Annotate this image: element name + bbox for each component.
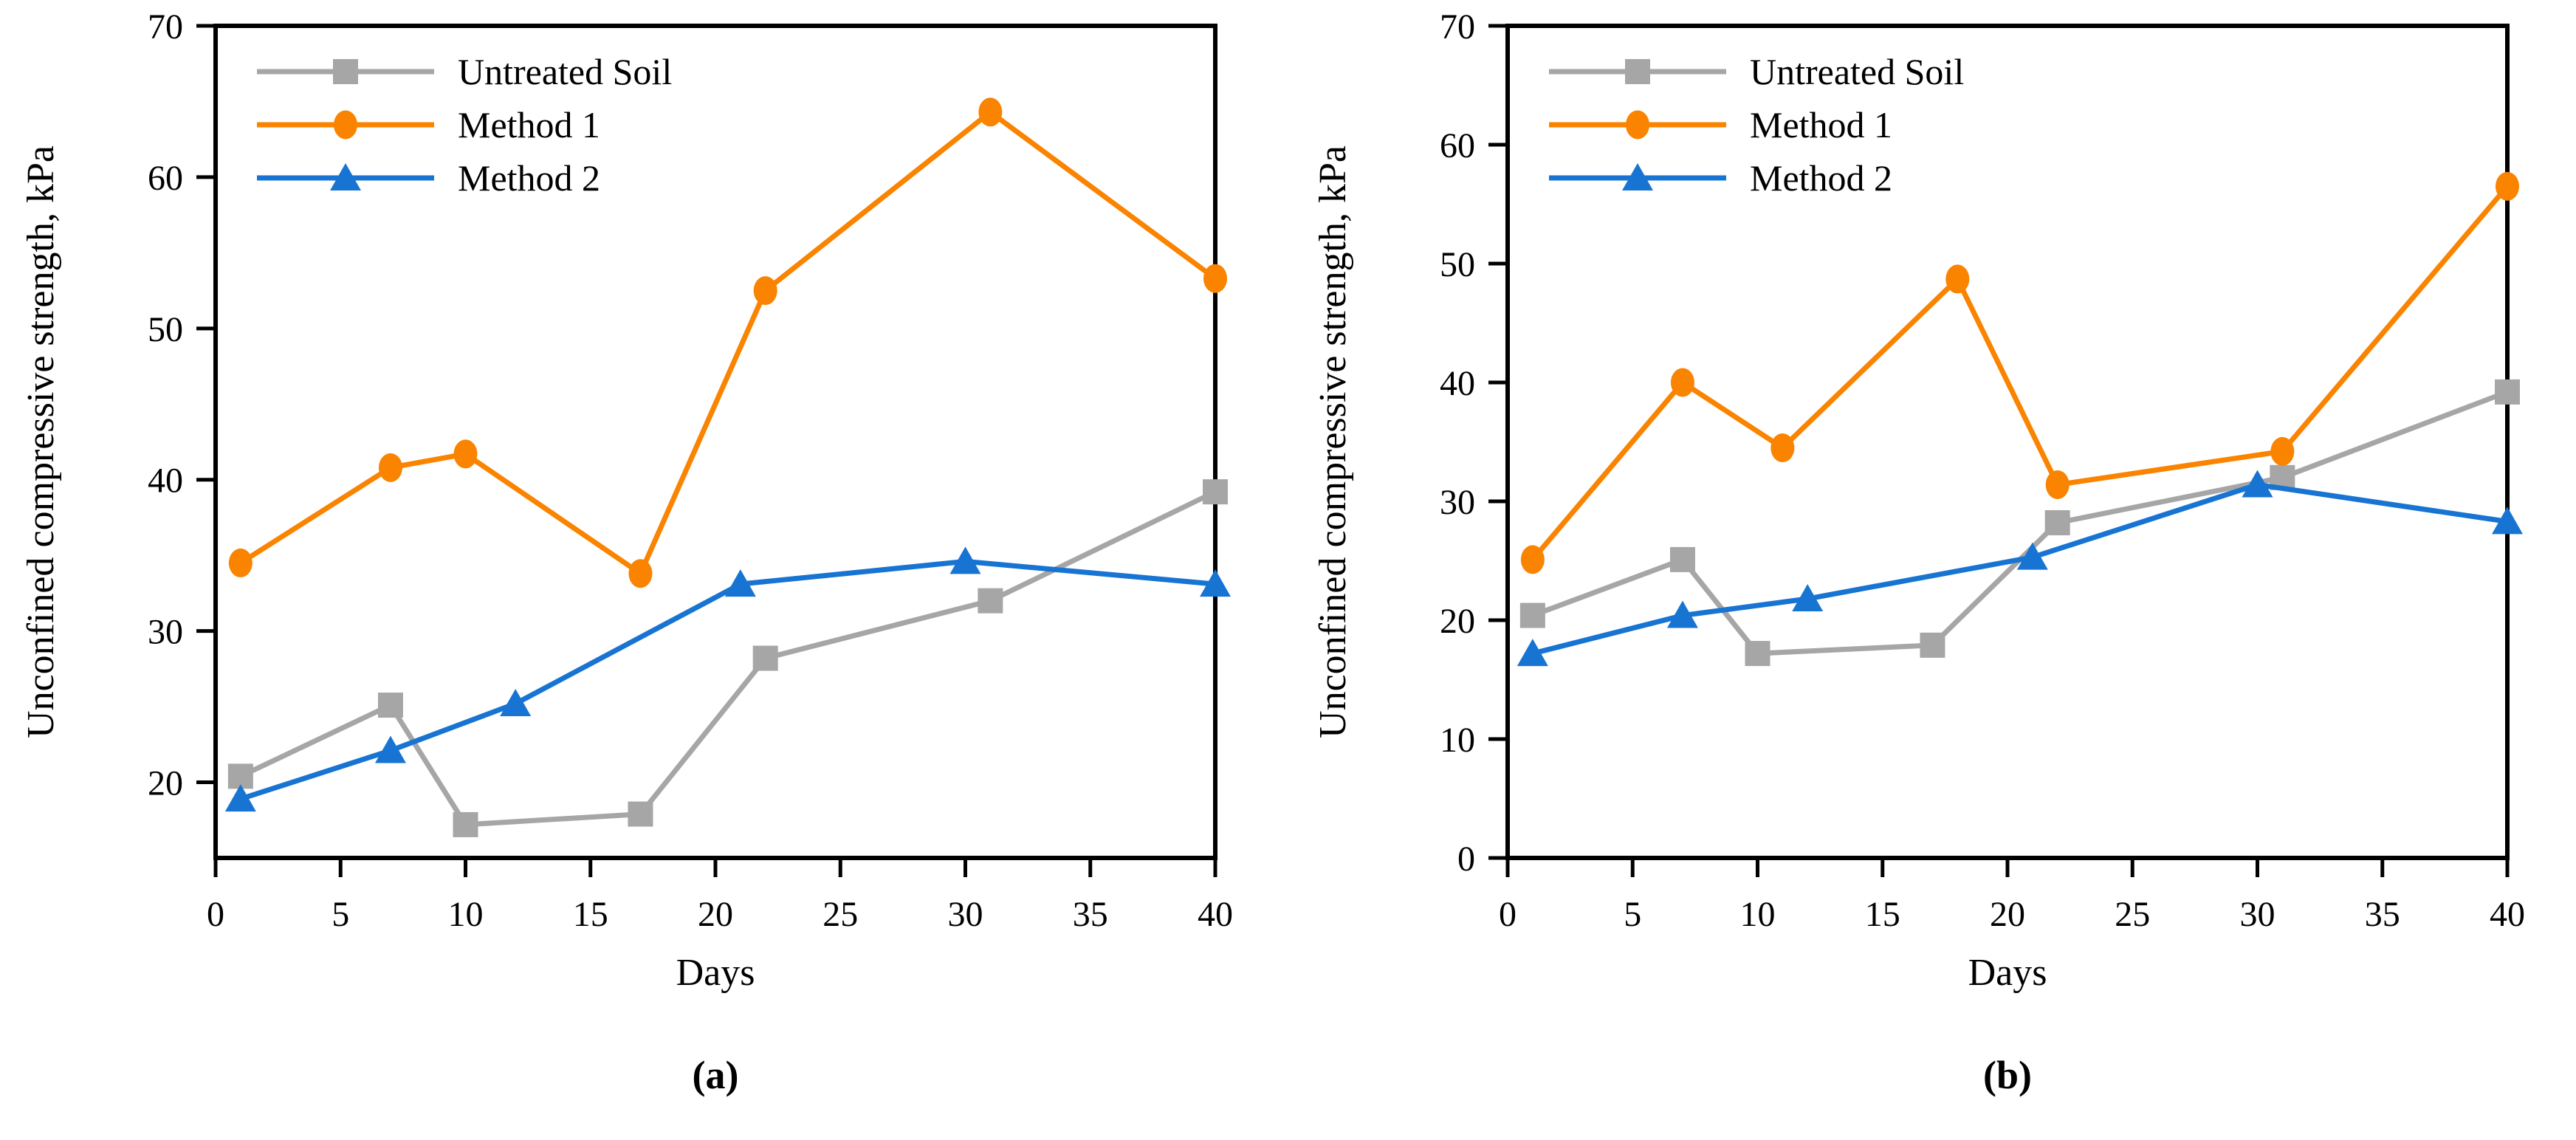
- series-marker-method-2: [1791, 584, 1823, 612]
- legend-label-method-1: Method 1: [1750, 104, 1892, 145]
- legend-label-method-2: Method 2: [1750, 157, 1892, 199]
- legend-marker-method-2: [330, 163, 361, 190]
- series-marker-method-1: [753, 276, 777, 306]
- series-line-method-2: [239, 558, 1216, 802]
- legend-marker-method-1: [334, 110, 357, 140]
- x-tick-label: 5: [332, 895, 349, 934]
- series-marker-method-1: [1770, 433, 1794, 463]
- panel-label: (b): [1983, 1053, 2032, 1097]
- x-tick-label: 15: [1864, 895, 1900, 934]
- x-tick-label: 25: [2115, 895, 2150, 934]
- legend-label-method-2: Method 2: [458, 157, 600, 199]
- series-marker-method-2: [224, 784, 256, 812]
- y-tick-label: 40: [1440, 364, 1475, 403]
- series-marker-untreated-soil: [978, 588, 1003, 614]
- series-marker-method-2: [2491, 507, 2523, 535]
- y-tick-label: 60: [1440, 126, 1475, 165]
- x-tick-label: 25: [822, 895, 858, 934]
- y-tick-label: 60: [148, 159, 183, 198]
- y-axis-title: Unconfined compressive strength, kPa: [1312, 145, 1354, 738]
- x-tick-label: 20: [1990, 895, 2025, 934]
- series-marker-method-1: [1520, 545, 1545, 574]
- series-marker-method-1: [2270, 436, 2294, 466]
- legend-label-method-1: Method 1: [458, 104, 600, 145]
- series-marker-untreated-soil: [752, 645, 778, 671]
- series-line-method-2: [1531, 481, 2508, 656]
- series-marker-untreated-soil: [2494, 379, 2520, 405]
- x-axis-title: Days: [676, 952, 755, 994]
- series-marker-untreated-soil: [453, 811, 478, 837]
- legend-label-untreated-soil: Untreated Soil: [458, 51, 672, 92]
- y-tick-label: 50: [1440, 245, 1475, 284]
- y-tick-label: 50: [148, 310, 183, 349]
- series-marker-untreated-soil: [1745, 641, 1770, 667]
- series-marker-untreated-soil: [1203, 479, 1228, 505]
- series-marker-method-2: [1200, 569, 1231, 597]
- x-tick-label: 35: [2364, 895, 2400, 934]
- series-marker-method-1: [1945, 264, 1969, 294]
- y-tick-label: 70: [148, 7, 183, 47]
- x-tick-label: 40: [1198, 895, 1233, 934]
- legend-marker-method-1: [1625, 110, 1649, 140]
- series-marker-method-2: [1666, 600, 1698, 628]
- series-marker-untreated-soil: [1919, 632, 1945, 658]
- series-marker-method-2: [2242, 470, 2273, 498]
- series-marker-method-2: [374, 735, 406, 763]
- y-tick-label: 70: [1440, 7, 1475, 47]
- series-marker-method-1: [628, 559, 653, 588]
- x-tick-label: 10: [448, 895, 484, 934]
- series-line-method-1: [238, 109, 1217, 578]
- series-marker-method-1: [1670, 368, 1694, 397]
- plot-frame: [213, 24, 1217, 860]
- x-tick-label: 30: [2239, 895, 2275, 934]
- x-tick-label: 0: [1499, 895, 1517, 934]
- y-tick-label: 40: [148, 461, 183, 501]
- series-marker-method-1: [1203, 264, 1227, 293]
- x-tick-label: 40: [2490, 895, 2525, 934]
- chart-panel-a: 0 5 10 15 20 25 30 35 40 20 30 40 50 60 70 Days Unconfin…: [20, 7, 1233, 1097]
- y-tick-label: 30: [148, 613, 183, 652]
- legend-marker-untreated-soil: [333, 59, 358, 84]
- x-tick-label: 35: [1073, 895, 1108, 934]
- series-marker-method-1: [228, 548, 253, 577]
- y-tick-label: 20: [1440, 602, 1475, 641]
- series-marker-method-1: [978, 97, 1003, 127]
- series-marker-untreated-soil: [1669, 546, 1695, 572]
- legend-label-untreated-soil: Untreated Soil: [1750, 51, 1964, 92]
- series-marker-method-2: [1517, 639, 1548, 667]
- legend-marker-untreated-soil: [1624, 59, 1650, 84]
- x-tick-label: 20: [698, 895, 733, 934]
- series-marker-method-2: [949, 546, 981, 574]
- series-marker-method-1: [2045, 470, 2070, 499]
- panel-label: (a): [693, 1053, 739, 1097]
- y-tick-label: 10: [1440, 721, 1475, 760]
- x-tick-label: 5: [1624, 895, 1641, 934]
- series-marker-untreated-soil: [377, 693, 403, 718]
- series-marker-untreated-soil: [2044, 509, 2070, 535]
- series-marker-untreated-soil: [1519, 602, 1545, 628]
- series-line-untreated-soil: [239, 489, 1217, 828]
- y-tick-label: 20: [148, 764, 183, 803]
- series-marker-untreated-soil: [628, 801, 653, 827]
- series-marker-method-1: [453, 439, 478, 469]
- x-tick-label: 10: [1739, 895, 1775, 934]
- x-tick-label: 30: [948, 895, 983, 934]
- chart-panel-b: 0 5 10 15 20 25 30 35 40 0 10 20 30 40 50 60 70 Days Uncon…: [1312, 7, 2525, 1097]
- y-axis-title: Unconfined compressive strength, kPa: [20, 145, 62, 738]
- series-marker-method-2: [500, 688, 532, 716]
- y-tick-label: 30: [1440, 483, 1475, 522]
- x-tick-label: 0: [207, 895, 224, 934]
- legend-marker-method-2: [1621, 163, 1653, 190]
- x-axis-title: Days: [1968, 952, 2047, 994]
- series-marker-method-2: [724, 569, 756, 597]
- y-tick-label: 0: [1457, 839, 1475, 879]
- series-marker-method-1: [2495, 171, 2519, 201]
- x-tick-label: 15: [573, 895, 608, 934]
- series-marker-method-1: [378, 453, 402, 482]
- series-marker-method-2: [2016, 542, 2048, 570]
- plot-frame: [1505, 24, 2510, 860]
